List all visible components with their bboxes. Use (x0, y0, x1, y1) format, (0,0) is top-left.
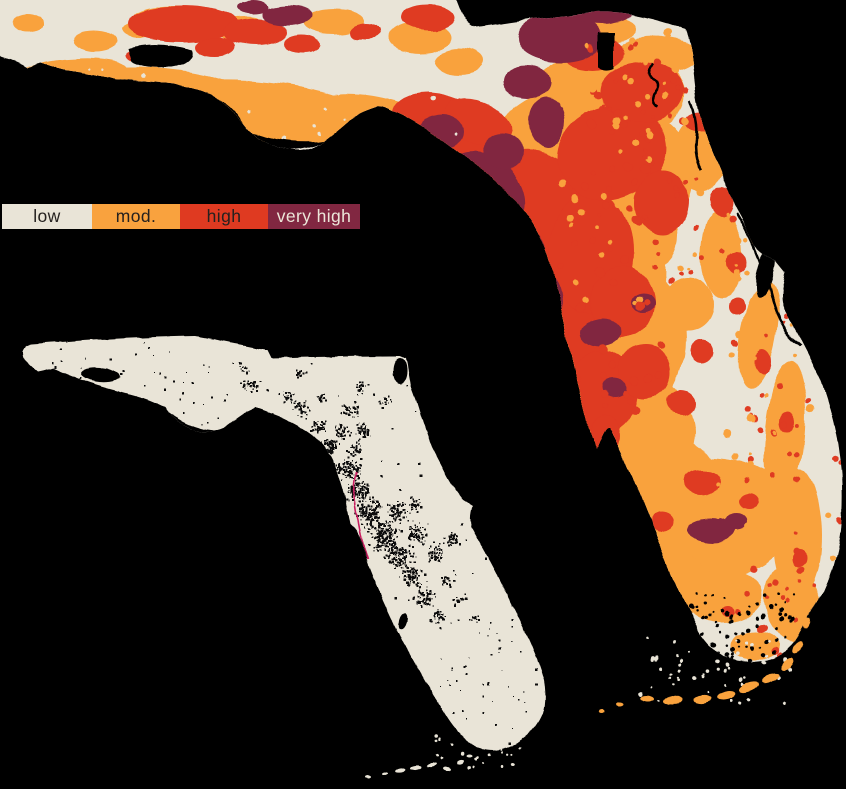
florida-keys (597, 619, 812, 714)
legend-label-moderate: mod. (115, 205, 157, 226)
legend-label-high: high (206, 205, 242, 226)
dot-map (22, 336, 546, 779)
legend-item-high: high (180, 204, 268, 229)
dot-map-land (22, 336, 546, 750)
legend-item-low: low (2, 204, 92, 229)
dot-map-keys (365, 727, 521, 779)
legend-item-very-high: very high (268, 204, 360, 229)
legend-label-low: low (33, 205, 61, 226)
legend-label-very-high: very high (276, 205, 352, 226)
risk-legend: low mod. high very high (2, 204, 360, 229)
legend-item-moderate: mod. (92, 204, 180, 229)
